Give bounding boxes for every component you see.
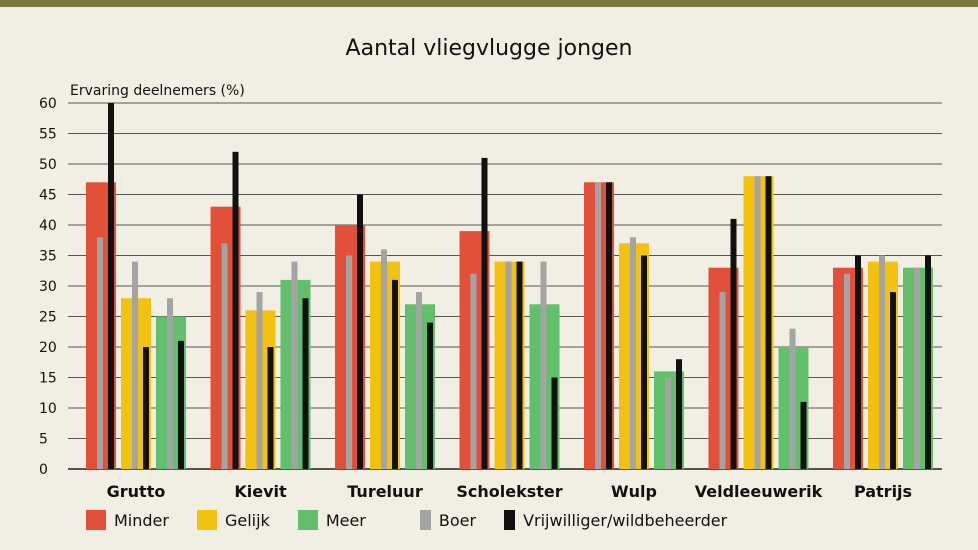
- bar-boer: [540, 261, 547, 469]
- legend-item: Minder: [86, 510, 169, 530]
- legend-label: Minder: [114, 510, 169, 530]
- bar-boer: [346, 255, 352, 469]
- y-tick-label: 35: [39, 249, 57, 265]
- bar-boer: [505, 261, 512, 469]
- bar-vrijwilliger: [516, 261, 523, 469]
- bar-vrijwilliger: [232, 151, 239, 470]
- bar-boer: [470, 273, 477, 469]
- bar-vrijwilliger: [606, 182, 612, 470]
- bar-vrijwilliger: [765, 176, 772, 469]
- legend-label: Meer: [325, 510, 366, 530]
- legend-item: Vrijwilliger/wildbeheerder: [504, 510, 727, 530]
- bar-vrijwilliger: [641, 255, 647, 469]
- bar-vrijwilliger: [800, 401, 807, 469]
- bar-boer: [789, 328, 796, 469]
- bar-vrijwilliger: [855, 255, 861, 469]
- legend-label: Boer: [438, 510, 477, 530]
- legend-swatch: [297, 510, 318, 530]
- legend-item: Boer: [419, 510, 477, 530]
- legend-swatch: [196, 510, 217, 530]
- bar-boer: [256, 292, 263, 469]
- y-tick-label: 30: [39, 279, 57, 295]
- bar-boer: [381, 249, 387, 469]
- bar-boer: [167, 298, 173, 469]
- bar-boer: [754, 176, 761, 469]
- bar-boer: [221, 243, 228, 469]
- bar-vrijwilliger: [178, 340, 184, 469]
- y-tick-label: 5: [39, 432, 48, 448]
- category-label: Grutto: [107, 482, 166, 501]
- bars: [86, 103, 933, 470]
- legend-swatch: [419, 510, 431, 530]
- chart-title: Aantal vliegvlugge jongen: [345, 36, 633, 61]
- legend-swatch: [86, 510, 106, 530]
- bar-vrijwilliger: [730, 218, 737, 469]
- y-tick-label: 40: [39, 218, 57, 234]
- bar-boer: [879, 255, 885, 469]
- bar-vrijwilliger: [392, 279, 398, 469]
- legend-item: Gelijk: [196, 510, 270, 530]
- bar-boer: [97, 237, 103, 469]
- y-tick-label: 0: [39, 462, 48, 478]
- category-label: Wulp: [611, 482, 657, 501]
- y-tick-label: 45: [39, 188, 57, 204]
- bar-boer: [595, 182, 601, 470]
- y-tick-label: 55: [39, 127, 57, 143]
- bar-vrijwilliger: [108, 103, 114, 469]
- y-tick-label: 50: [39, 157, 57, 173]
- bar-boer: [844, 273, 850, 469]
- bar-vrijwilliger: [267, 347, 274, 469]
- bar-boer: [719, 292, 726, 469]
- bar-vrijwilliger: [551, 377, 558, 469]
- category-label: Veldleeuwerik: [695, 482, 823, 501]
- bar-boer: [416, 292, 422, 469]
- legend: Minder Gelijk Meer Boer Vrijwilliger/wildbeh…: [86, 508, 755, 532]
- bar-vrijwilliger: [357, 194, 363, 469]
- y-tick-label: 20: [39, 340, 57, 356]
- category-label: Scholekster: [456, 482, 562, 501]
- bar-boer: [914, 267, 920, 469]
- legend-label: Vrijwilliger/wildbeheerder: [523, 510, 728, 530]
- legend-label: Gelijk: [224, 510, 270, 530]
- y-tick-label: 15: [39, 371, 57, 387]
- bar-vrijwilliger: [890, 292, 896, 469]
- bar-vrijwilliger: [925, 255, 931, 469]
- bar-vrijwilliger: [481, 157, 488, 469]
- bar-boer: [665, 377, 671, 469]
- category-label: Tureluur: [347, 482, 423, 501]
- legend-item: Meer: [297, 510, 366, 530]
- bar-vrijwilliger: [143, 347, 149, 469]
- legend-swatch: [504, 510, 516, 530]
- category-label: Patrijs: [854, 482, 912, 501]
- category-labels: Grutto Kievit Tureluur Scholekster Wulp Veldl…: [107, 482, 912, 501]
- bar-boer: [132, 261, 138, 469]
- y-tick-label: 25: [39, 310, 57, 326]
- bar-vrijwilliger: [302, 298, 309, 469]
- y-tick-label: 10: [39, 401, 57, 417]
- bar-boer: [630, 237, 636, 469]
- y-tick-label: 60: [39, 96, 57, 112]
- y-axis-label: Ervaring deelnemers (%): [70, 83, 245, 99]
- category-label: Kievit: [234, 482, 287, 501]
- bar-boer: [291, 261, 298, 469]
- bar-vrijwilliger: [676, 359, 682, 469]
- top-accent-bar: [0, 0, 978, 7]
- bar-vrijwilliger: [427, 322, 433, 469]
- y-tick-labels: 0 5 10 15 20 25 30 35 40 45 50 55 60: [39, 96, 57, 478]
